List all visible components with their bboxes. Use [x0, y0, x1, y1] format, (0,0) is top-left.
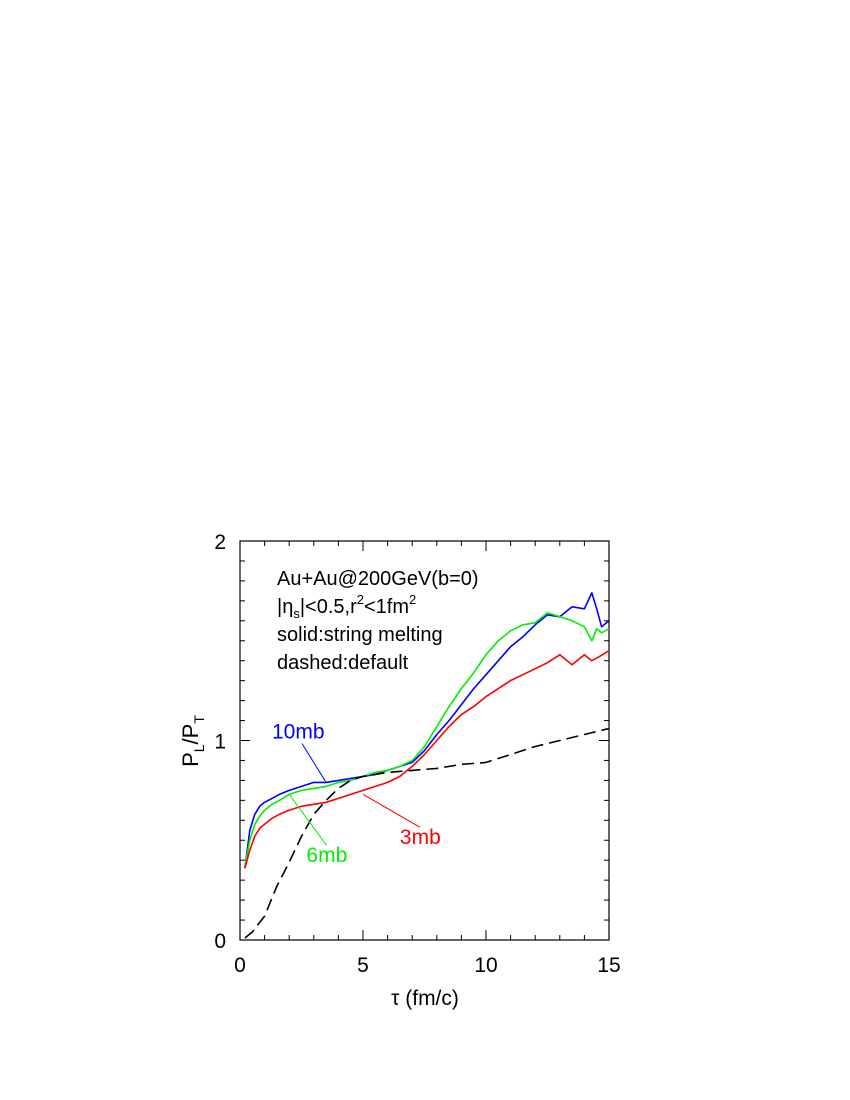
series-line-default-dashed [244, 727, 610, 939]
annotation: Au+Au@200GeV(b=0)|ηs|<0.5,r2<1fm2 solid:s… [277, 568, 479, 674]
y-tick-label: 2 [214, 531, 226, 554]
annotation-line: |ηs|<0.5,r2<1fm2 [277, 592, 416, 621]
series-line-6mb [244, 612, 610, 867]
pointer-line-6mb [288, 794, 327, 846]
x-tick-label: 10 [474, 954, 497, 977]
y-tick-label: 0 [214, 930, 226, 953]
annotation-line: dashed:default [277, 652, 409, 674]
x-tick-label: 15 [597, 954, 620, 977]
series-labels: 10mb 6mb 3mb [272, 721, 441, 868]
series-label-3mb: 3mb [400, 826, 441, 849]
pointer-line-10mb [301, 743, 327, 783]
pointer-line-3mb [362, 793, 421, 828]
series-label-10mb: 10mb [272, 721, 325, 744]
x-tick-label: 5 [357, 954, 369, 977]
tick-labels: 0 5 10 15 0 1 2 [214, 531, 620, 977]
y-axis-label: PL/PT [178, 715, 207, 767]
series-lines [244, 592, 610, 939]
annotation-line: Au+Au@200GeV(b=0) [277, 568, 479, 590]
series-line-10mb [244, 592, 610, 869]
x-tick-label: 0 [234, 954, 246, 977]
annotation-line: solid:string melting [277, 624, 443, 646]
y-tick-label: 1 [214, 731, 226, 754]
x-axis-label: τ (fm/c) [391, 987, 459, 1010]
series-label-6mb: 6mb [306, 844, 347, 867]
axis-ticks [239, 540, 610, 941]
series-line-3mb [244, 650, 610, 869]
